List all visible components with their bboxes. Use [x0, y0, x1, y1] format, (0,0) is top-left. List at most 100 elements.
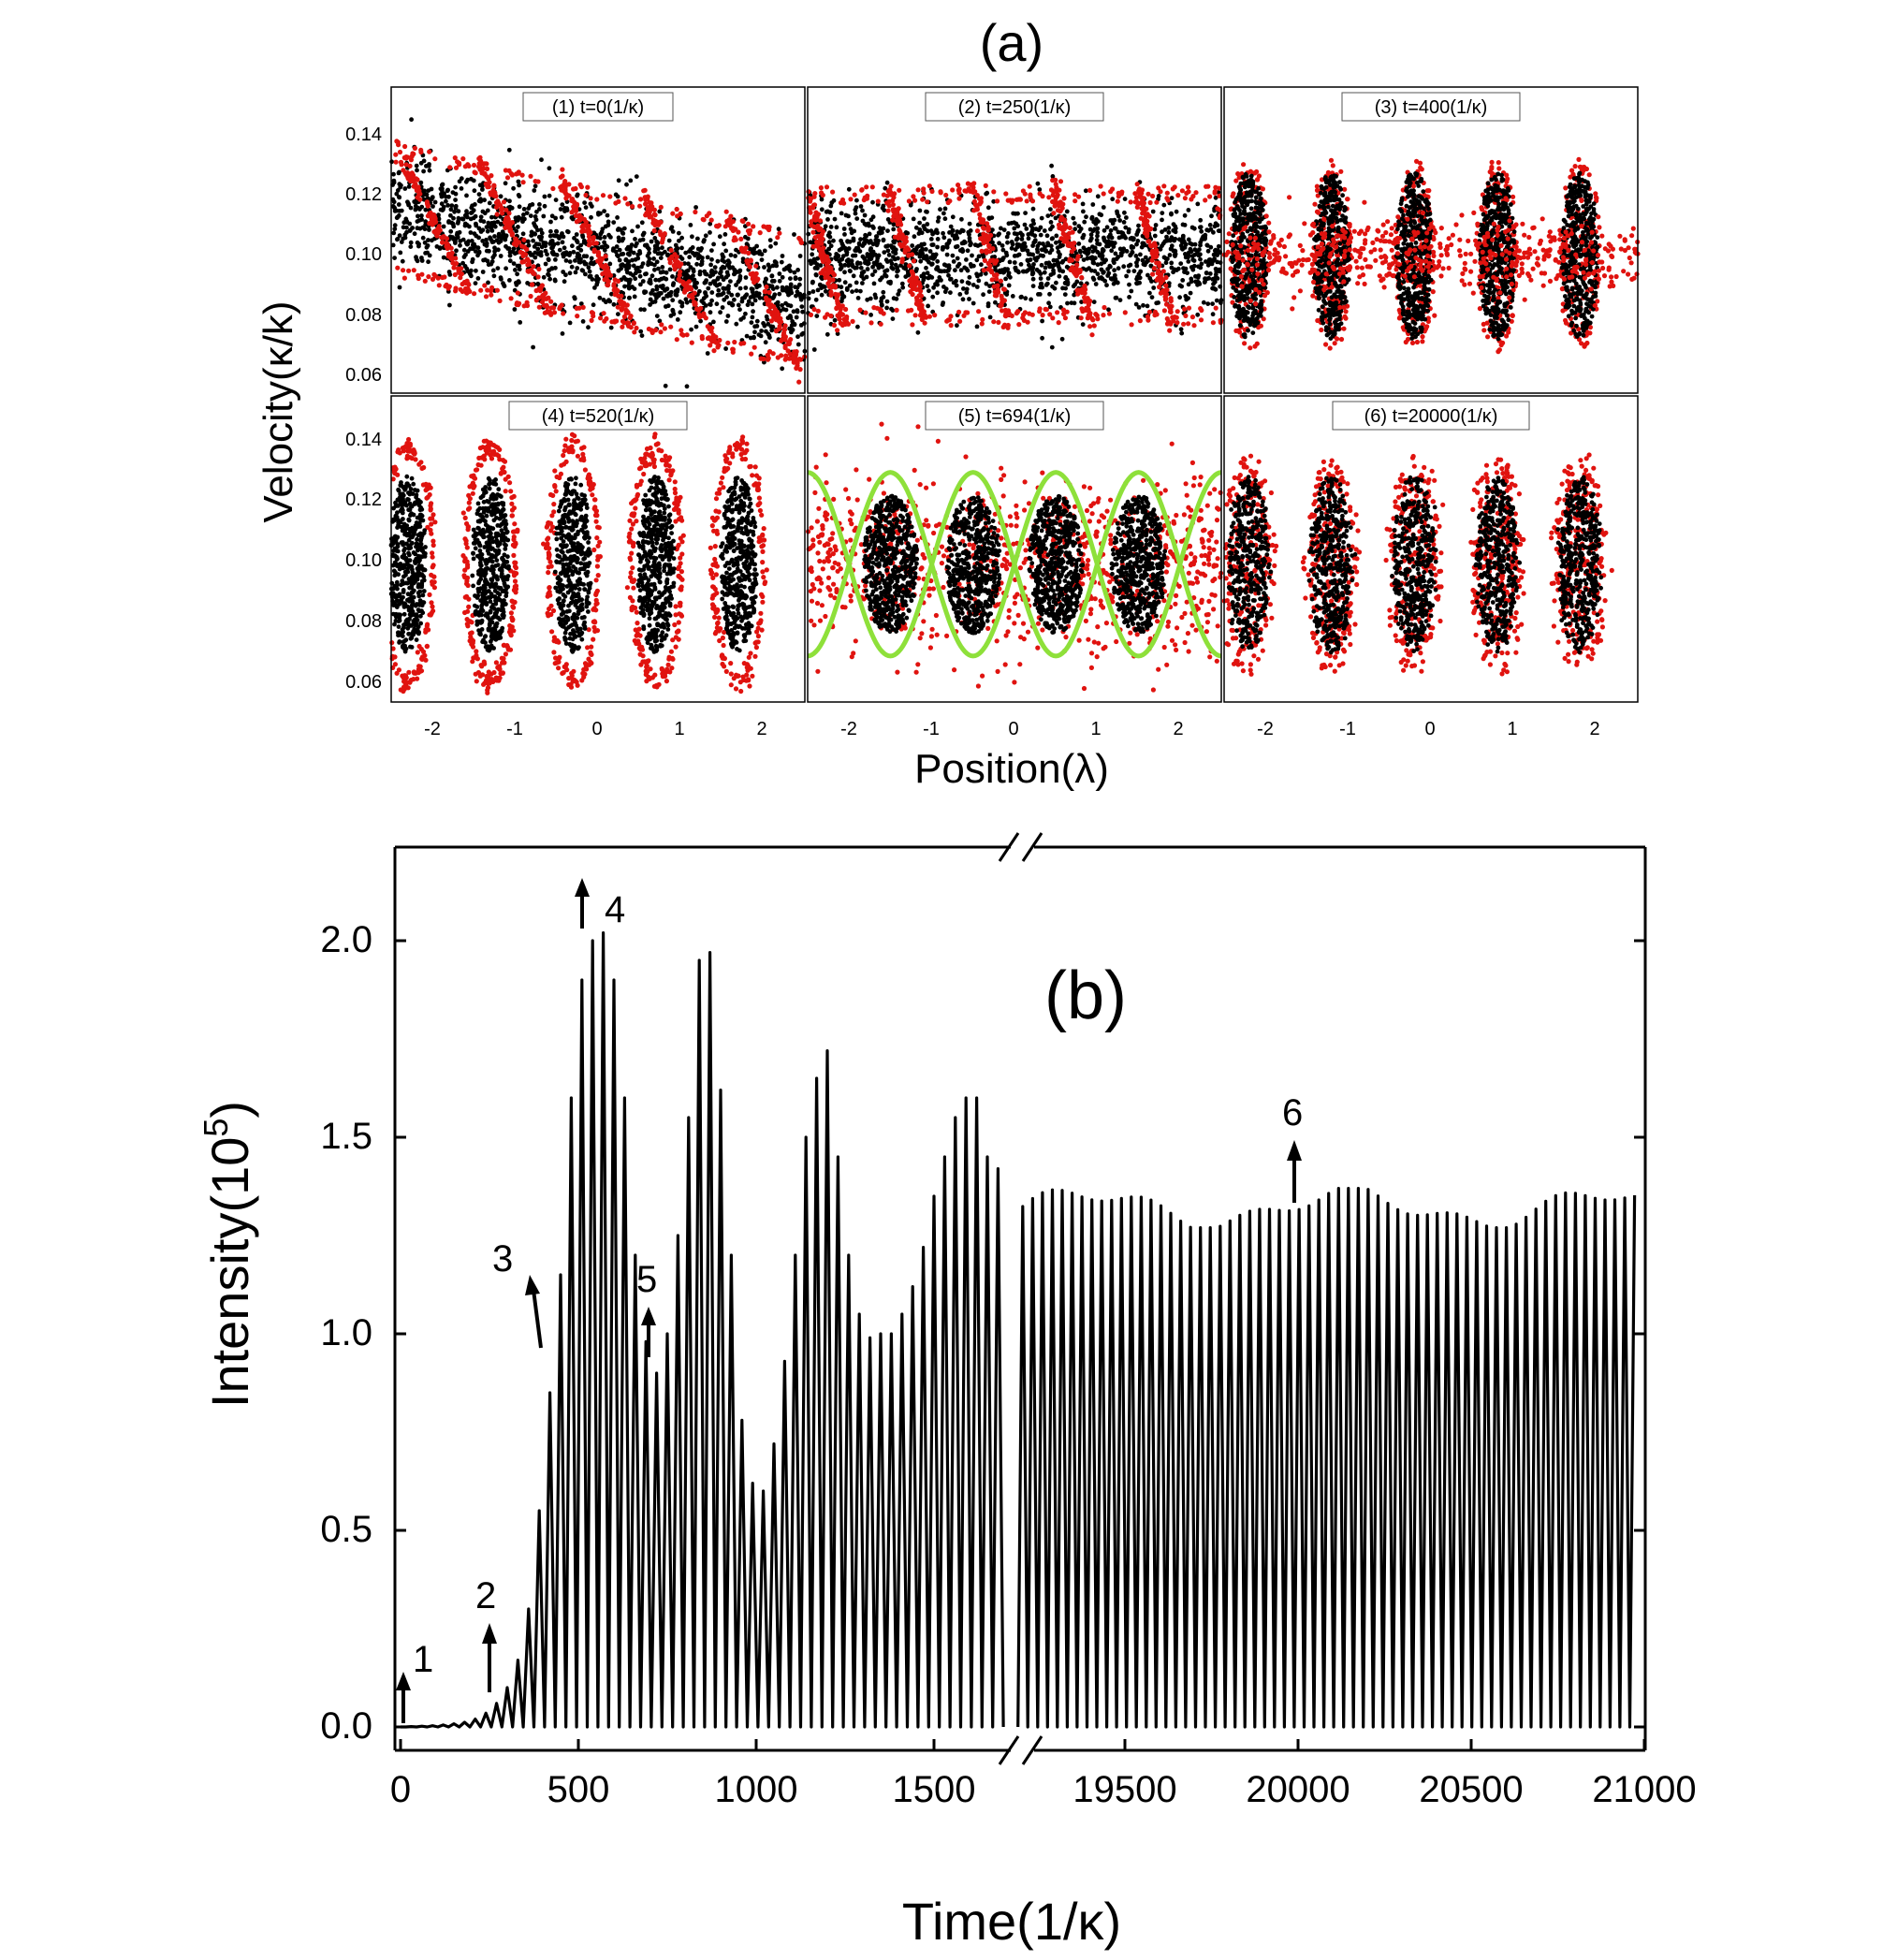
particle-point	[732, 339, 737, 345]
particle-point	[531, 264, 536, 270]
particle-point	[486, 220, 491, 226]
particle-point	[810, 258, 814, 264]
particle-point	[439, 183, 445, 188]
particle-point	[621, 314, 627, 319]
particle-point	[484, 161, 489, 167]
particle-point	[562, 251, 566, 256]
particle-point	[1154, 300, 1160, 306]
particle-point	[762, 323, 767, 329]
particle-point	[1113, 295, 1118, 300]
particle-point	[496, 240, 502, 245]
particle-point	[1212, 224, 1218, 229]
particle-point	[1174, 209, 1179, 214]
particle-point	[891, 296, 897, 301]
particle-point	[878, 307, 884, 314]
particle-point	[480, 227, 486, 233]
particle-point	[582, 200, 587, 205]
particle-point	[392, 209, 398, 213]
particle-point	[620, 236, 626, 241]
particle-point	[447, 302, 452, 308]
particle-point	[1134, 276, 1139, 282]
particle-point	[397, 149, 403, 155]
particle-point	[555, 241, 561, 246]
particle-point	[608, 235, 613, 240]
particle-point	[974, 324, 980, 329]
particle-point	[645, 205, 650, 211]
particle-point	[907, 263, 912, 269]
particle-point	[454, 248, 459, 254]
particle-point	[846, 263, 852, 269]
particle-point	[843, 316, 850, 322]
a-ytick: 0.10	[345, 244, 382, 265]
a-col2-x-ticks: -2 -1 0 1 2	[840, 719, 1183, 739]
particle-point	[797, 254, 803, 258]
particle-point	[780, 366, 785, 372]
particle-point	[655, 241, 661, 245]
particle-point	[733, 237, 738, 242]
particle-point	[1084, 267, 1089, 272]
particle-point	[927, 314, 932, 319]
particle-point	[769, 279, 775, 284]
particle-point	[910, 252, 915, 257]
particle-point	[978, 199, 984, 205]
particle-point	[426, 259, 430, 265]
particle-point	[811, 347, 817, 352]
particle-point	[456, 266, 461, 271]
particle-point	[678, 255, 683, 259]
particle-point	[691, 267, 696, 272]
a-col3-x-ticks: -2 -1 0 1 2	[1257, 719, 1599, 739]
particle-point	[730, 349, 736, 355]
particle-point	[865, 193, 870, 198]
particle-point	[415, 240, 420, 245]
particle-point	[447, 272, 453, 277]
particle-point	[1058, 199, 1063, 205]
particle-point	[441, 207, 445, 212]
particle-point	[565, 229, 571, 235]
particle-point	[839, 211, 844, 216]
particle-point	[605, 212, 610, 218]
particle-point	[935, 258, 941, 264]
particle-point	[851, 253, 855, 258]
particle-point	[1134, 182, 1140, 187]
particle-point	[705, 255, 710, 260]
particle-point	[1117, 218, 1122, 223]
particle-point	[419, 204, 425, 210]
particle-point	[1116, 266, 1121, 271]
particle-point	[1127, 295, 1131, 300]
particle-point	[709, 339, 715, 344]
particle-point	[851, 273, 856, 279]
particle-point	[808, 198, 813, 204]
particle-point	[595, 245, 601, 251]
particle-point	[752, 329, 757, 335]
particle-point	[1000, 268, 1005, 272]
particle-point	[913, 295, 920, 300]
particle-point	[693, 205, 698, 210]
particle-point	[1102, 278, 1108, 284]
particle-point	[808, 210, 813, 215]
particle-point	[534, 209, 539, 214]
particle-point	[762, 265, 766, 270]
particle-point	[478, 214, 484, 220]
particle-point	[684, 269, 689, 274]
particle-point	[516, 169, 521, 175]
particle-point	[744, 333, 750, 339]
particle-point	[1035, 255, 1041, 260]
particle-point	[579, 228, 585, 234]
particle-point	[1026, 236, 1031, 241]
particle-point	[1062, 292, 1068, 297]
particle-point	[1153, 223, 1159, 227]
particle-point	[780, 302, 784, 308]
particle-point	[860, 281, 865, 285]
particle-point	[1022, 241, 1028, 246]
particle-point	[558, 207, 563, 212]
particle-point	[1210, 301, 1215, 306]
particle-point	[616, 227, 621, 231]
particle-point	[810, 279, 815, 285]
particle-point	[1116, 213, 1121, 219]
particle-point	[560, 231, 564, 236]
particle-point	[622, 284, 627, 289]
particle-point	[614, 244, 620, 249]
particle-point	[867, 231, 872, 237]
particle-point	[427, 227, 431, 232]
particle-point	[749, 351, 754, 357]
